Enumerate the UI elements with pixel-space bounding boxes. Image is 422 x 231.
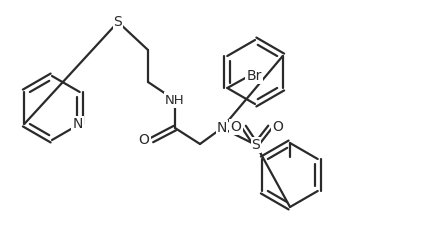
Text: S: S bbox=[252, 138, 260, 152]
Text: Br: Br bbox=[246, 69, 262, 83]
Text: NH: NH bbox=[165, 94, 185, 106]
Text: S: S bbox=[114, 15, 122, 29]
Text: O: O bbox=[138, 133, 149, 147]
Text: N: N bbox=[217, 121, 227, 135]
Text: O: O bbox=[273, 120, 284, 134]
Text: O: O bbox=[230, 120, 241, 134]
Text: N: N bbox=[73, 117, 83, 131]
